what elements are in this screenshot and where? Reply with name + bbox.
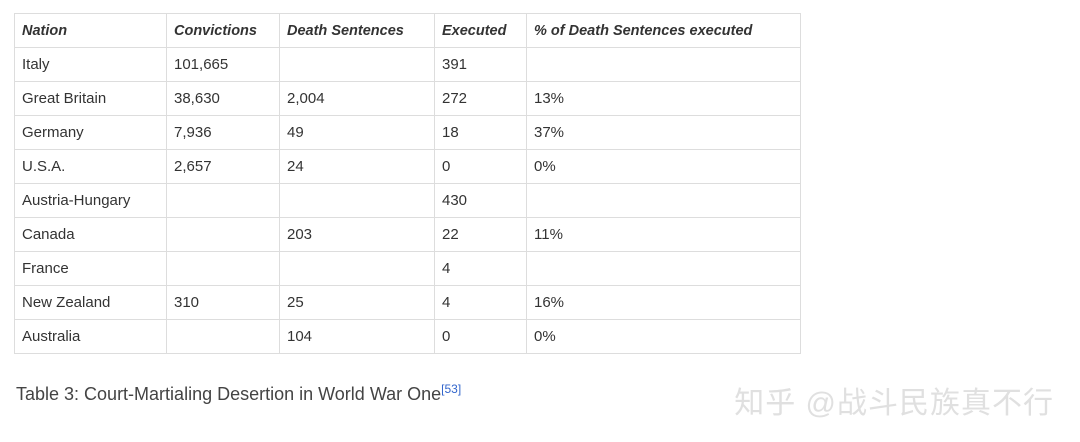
cell-executed: 391 bbox=[434, 47, 527, 82]
table-row: Germany 7,936 49 18 37% bbox=[14, 115, 801, 150]
cell-nation: U.S.A. bbox=[14, 149, 167, 184]
cell-death-sentences: 104 bbox=[279, 319, 435, 354]
header-convictions: Convictions bbox=[166, 13, 280, 48]
cell-death-sentences: 24 bbox=[279, 149, 435, 184]
cell-percent-executed bbox=[526, 251, 801, 286]
table-header-row: Nation Convictions Death Sentences Execu… bbox=[14, 13, 801, 48]
table-row: Australia 104 0 0% bbox=[14, 319, 801, 354]
watermark: 知乎 @战斗民族真不行 bbox=[734, 387, 1054, 420]
table-row: Italy 101,665 391 bbox=[14, 47, 801, 82]
cell-convictions: 310 bbox=[166, 285, 280, 320]
cell-nation: Great Britain bbox=[14, 81, 167, 116]
citation-link[interactable]: [53] bbox=[441, 382, 462, 396]
cell-nation: Italy bbox=[14, 47, 167, 82]
header-death-sentences: Death Sentences bbox=[279, 13, 435, 48]
cell-executed: 0 bbox=[434, 319, 527, 354]
header-executed: Executed bbox=[434, 13, 527, 48]
cell-nation: Australia bbox=[14, 319, 167, 354]
cell-convictions: 38,630 bbox=[166, 81, 280, 116]
table-caption: Table 3: Court-Martialing Desertion in W… bbox=[16, 382, 461, 405]
cell-nation: Canada bbox=[14, 217, 167, 252]
caption-text: Table 3: Court-Martialing Desertion in W… bbox=[16, 384, 442, 404]
cell-executed: 4 bbox=[434, 285, 527, 320]
table-row: France 4 bbox=[14, 251, 801, 286]
cell-death-sentences: 49 bbox=[279, 115, 435, 150]
cell-convictions: 101,665 bbox=[166, 47, 280, 82]
cell-nation: Austria-Hungary bbox=[14, 183, 167, 218]
cell-nation: France bbox=[14, 251, 167, 286]
header-nation: Nation bbox=[14, 13, 167, 48]
table-body: Italy 101,665 391 Great Britain 38,630 2,004 2… bbox=[14, 47, 801, 354]
cell-percent-executed: 0% bbox=[526, 149, 801, 184]
data-table-container: Nation Convictions Death Sentences Execu… bbox=[14, 13, 801, 354]
cell-death-sentences bbox=[279, 251, 435, 286]
table-row: Great Britain 38,630 2,004 272 13% bbox=[14, 81, 801, 116]
cell-convictions bbox=[166, 217, 280, 252]
desertion-table: Nation Convictions Death Sentences Execu… bbox=[14, 13, 801, 354]
cell-executed: 430 bbox=[434, 183, 527, 218]
cell-executed: 4 bbox=[434, 251, 527, 286]
cell-convictions: 2,657 bbox=[166, 149, 280, 184]
cell-death-sentences bbox=[279, 183, 435, 218]
cell-percent-executed: 11% bbox=[526, 217, 801, 252]
cell-death-sentences: 2,004 bbox=[279, 81, 435, 116]
cell-percent-executed bbox=[526, 183, 801, 218]
table-row: New Zealand 310 25 4 16% bbox=[14, 285, 801, 320]
cell-executed: 272 bbox=[434, 81, 527, 116]
cell-convictions bbox=[166, 319, 280, 354]
cell-percent-executed: 16% bbox=[526, 285, 801, 320]
cell-nation: Germany bbox=[14, 115, 167, 150]
cell-death-sentences: 25 bbox=[279, 285, 435, 320]
cell-convictions bbox=[166, 183, 280, 218]
table-row: Austria-Hungary 430 bbox=[14, 183, 801, 218]
cell-convictions bbox=[166, 251, 280, 286]
table-row: Canada 203 22 11% bbox=[14, 217, 801, 252]
cell-nation: New Zealand bbox=[14, 285, 167, 320]
header-percent-executed: % of Death Sentences executed bbox=[526, 13, 801, 48]
table-row: U.S.A. 2,657 24 0 0% bbox=[14, 149, 801, 184]
cell-percent-executed: 37% bbox=[526, 115, 801, 150]
cell-executed: 0 bbox=[434, 149, 527, 184]
cell-percent-executed bbox=[526, 47, 801, 82]
cell-percent-executed: 13% bbox=[526, 81, 801, 116]
cell-percent-executed: 0% bbox=[526, 319, 801, 354]
cell-executed: 18 bbox=[434, 115, 527, 150]
cell-convictions: 7,936 bbox=[166, 115, 280, 150]
cell-death-sentences: 203 bbox=[279, 217, 435, 252]
cell-executed: 22 bbox=[434, 217, 527, 252]
cell-death-sentences bbox=[279, 47, 435, 82]
